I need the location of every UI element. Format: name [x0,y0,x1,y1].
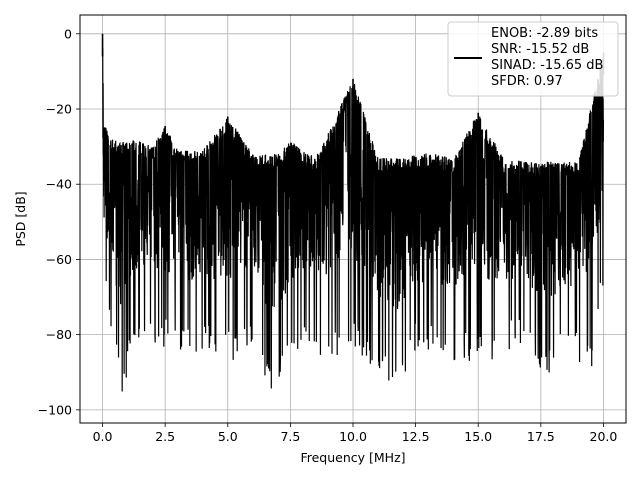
x-tick-label: 10.0 [339,429,367,444]
y-tick-label: −20 [46,102,72,117]
y-axis: 0 −20 −40 −60 −80 −100 [38,26,80,417]
y-tick-label: −40 [46,177,72,192]
x-tick-label: 20.0 [590,429,618,444]
legend-snr: SNR: -15.52 dB [491,42,589,57]
legend: ENOB: -2.89 bits SNR: -15.52 dB SINAD: -… [447,21,619,97]
y-axis-label: PSD [dB] [13,191,28,246]
x-tick-label: 17.5 [527,429,555,444]
x-tick-label: 0.0 [93,429,113,444]
legend-box [447,21,619,97]
x-tick-label: 12.5 [402,429,430,444]
legend-sinad: SINAD: -15.65 dB [491,58,603,73]
x-tick-label: 5.0 [218,429,238,444]
x-axis: 0.0 2.5 5.0 7.5 10.0 12.5 15.0 17.5 20.0 [93,423,618,444]
x-axis-label: Frequency [MHz] [300,450,405,465]
x-tick-label: 15.0 [464,429,492,444]
legend-sfdr: SFDR: 0.97 [491,74,563,89]
y-tick-label: 0 [64,26,72,41]
y-tick-label: −80 [46,327,72,342]
x-tick-label: 2.5 [155,429,175,444]
legend-enob: ENOB: -2.89 bits [491,26,598,41]
x-tick-label: 7.5 [280,429,300,444]
y-tick-label: −100 [38,402,72,417]
y-tick-label: −60 [46,252,72,267]
